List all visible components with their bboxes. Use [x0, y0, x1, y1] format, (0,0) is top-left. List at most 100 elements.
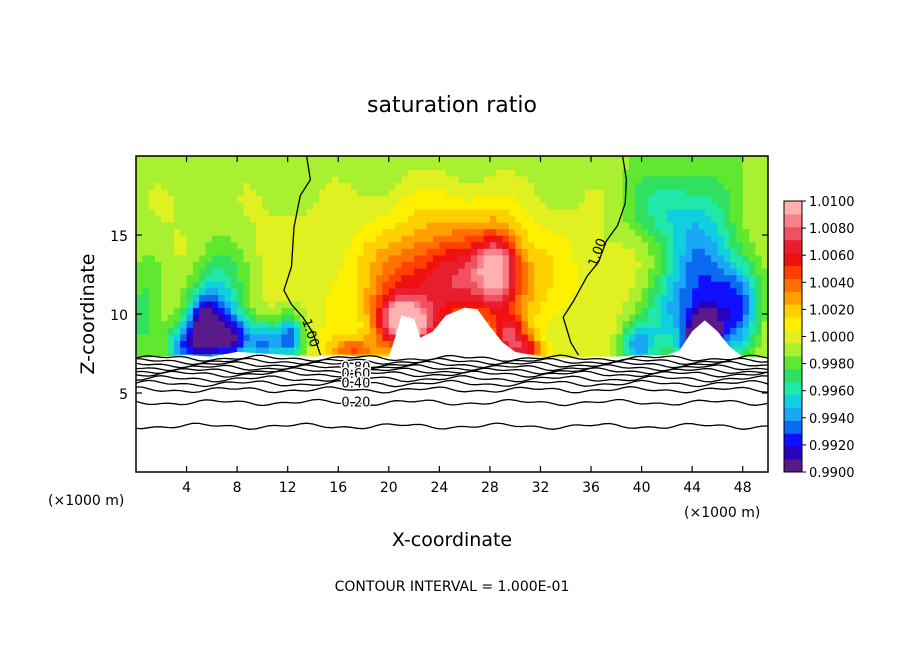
field-cell — [736, 314, 744, 322]
field-cell — [622, 215, 630, 223]
field-cell — [464, 221, 472, 230]
field-cell — [635, 327, 643, 335]
field-cell — [319, 221, 327, 230]
field-cell — [578, 188, 586, 197]
field-cell — [565, 314, 573, 322]
field-cell — [300, 320, 308, 328]
field-cell — [559, 307, 567, 315]
field-cell — [502, 215, 510, 223]
field-cell — [470, 228, 478, 236]
field-cell — [388, 228, 396, 236]
field-cell — [711, 175, 719, 184]
field-cell — [281, 221, 289, 230]
field-cell — [445, 235, 453, 243]
field-cell — [142, 248, 150, 256]
field-cell — [148, 346, 156, 355]
field-cell — [148, 287, 156, 295]
field-cell — [635, 235, 643, 243]
field-cell — [679, 274, 687, 282]
field-cell — [154, 340, 162, 348]
field-cell — [154, 175, 162, 184]
field-cell — [692, 287, 700, 295]
field-cell — [363, 346, 371, 355]
field-cell — [211, 320, 219, 328]
field-cell — [723, 248, 731, 256]
x-tick-label: 40 — [633, 480, 651, 496]
field-cell — [287, 235, 295, 243]
field-cell — [426, 300, 434, 309]
field-cell — [294, 314, 302, 322]
field-cell — [654, 333, 662, 342]
field-cell — [527, 281, 535, 289]
field-cell — [610, 215, 618, 223]
field-cell — [382, 281, 390, 289]
field-cell — [749, 254, 757, 263]
field-cell — [154, 195, 162, 203]
field-cell — [572, 314, 580, 322]
field-cell — [300, 188, 308, 197]
colorbar-swatch — [784, 317, 802, 331]
field-cell — [616, 267, 624, 276]
field-cell — [546, 261, 554, 269]
field-cell — [628, 294, 636, 302]
field-cell — [546, 287, 554, 295]
field-cell — [306, 287, 314, 295]
field-cell — [161, 333, 169, 342]
field-cell — [647, 241, 655, 249]
field-cell — [515, 175, 523, 184]
field-cell — [496, 287, 504, 295]
field-cell — [666, 248, 674, 256]
field-cell — [647, 340, 655, 348]
field-cell — [685, 267, 693, 276]
field-cell — [578, 307, 586, 315]
field-cell — [673, 287, 681, 295]
field-cell — [237, 267, 245, 276]
field-cell — [199, 300, 207, 309]
field-cell — [249, 281, 257, 289]
field-cell — [136, 169, 144, 177]
field-cell — [319, 281, 327, 289]
field-cell — [540, 346, 548, 355]
field-cell — [186, 202, 194, 210]
field-cell — [218, 300, 226, 309]
field-cell — [426, 202, 434, 210]
field-cell — [584, 261, 592, 269]
field-cell — [294, 169, 302, 177]
field-cell — [628, 182, 636, 190]
field-cell — [154, 221, 162, 230]
field-cell — [154, 215, 162, 223]
field-cell — [685, 327, 693, 335]
field-cell — [458, 221, 466, 230]
field-cell — [249, 208, 257, 216]
field-cell — [534, 169, 542, 177]
field-cell — [249, 300, 257, 309]
field-cell — [180, 208, 188, 216]
field-cell — [610, 195, 618, 203]
field-cell — [173, 340, 181, 348]
field-cell — [755, 241, 763, 249]
field-cell — [572, 300, 580, 309]
field-cell — [704, 202, 712, 210]
field-cell — [572, 248, 580, 256]
field-cell — [584, 287, 592, 295]
field-cell — [186, 300, 194, 309]
field-cell — [527, 235, 535, 243]
field-cell — [685, 248, 693, 256]
field-cell — [502, 300, 510, 309]
field-cell — [546, 228, 554, 236]
field-cell — [647, 267, 655, 276]
field-cell — [730, 333, 738, 342]
field-cell — [572, 327, 580, 335]
field-cell — [344, 314, 352, 322]
field-cell — [553, 340, 561, 348]
field-cell — [205, 340, 213, 348]
field-cell — [452, 208, 460, 216]
field-cell — [534, 346, 542, 355]
contour-line-below-cloud — [136, 375, 768, 383]
field-cell — [622, 241, 630, 249]
field-cell — [142, 300, 150, 309]
field-cell — [742, 294, 750, 302]
field-cell — [205, 228, 213, 236]
field-cell — [584, 188, 592, 197]
field-cell — [610, 182, 618, 190]
